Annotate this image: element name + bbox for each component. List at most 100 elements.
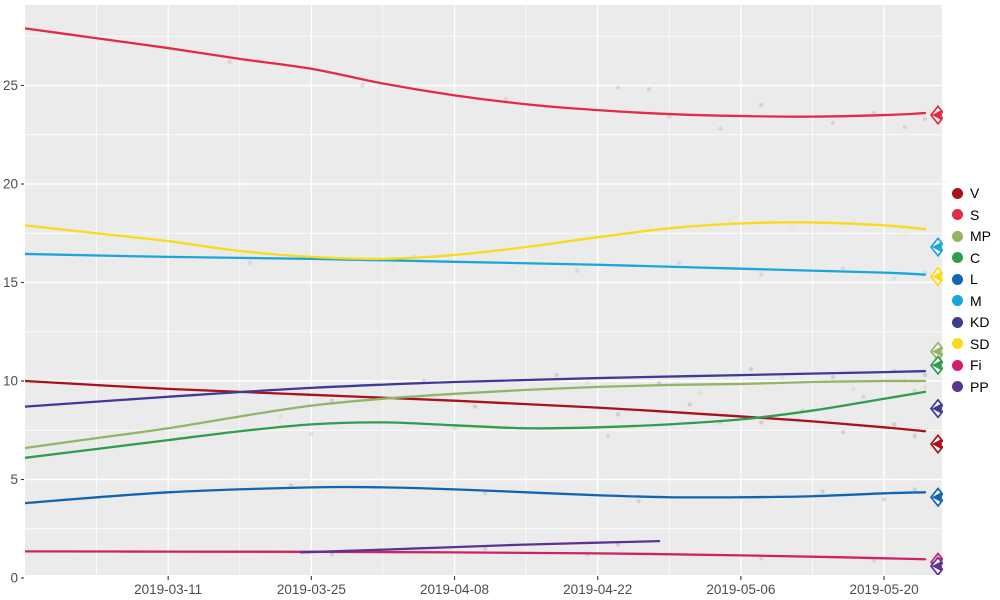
poll-point-V bbox=[615, 412, 621, 417]
poll-point-S bbox=[922, 116, 928, 122]
poll-point-V bbox=[892, 422, 897, 427]
trend-line-L bbox=[25, 485, 927, 505]
poll-point-L bbox=[483, 491, 488, 496]
result-marker-V bbox=[929, 433, 943, 455]
x-tick-label: 2019-04-08 bbox=[420, 582, 489, 597]
poll-point-V bbox=[759, 420, 764, 425]
poll-point-S bbox=[227, 59, 232, 65]
poll-point-M bbox=[575, 268, 580, 273]
legend-label-KD: KD bbox=[970, 314, 990, 331]
poll-point-KD bbox=[554, 372, 560, 378]
poll-point-L bbox=[881, 497, 887, 502]
trend-line-S bbox=[25, 27, 927, 118]
poll-point-KD bbox=[830, 374, 836, 380]
y-tick-label: 10 bbox=[3, 374, 18, 389]
legend-dot-S bbox=[952, 209, 963, 221]
poll-point-SD bbox=[789, 227, 795, 232]
result-markers bbox=[929, 104, 943, 575]
trend-line-Fi bbox=[25, 550, 927, 561]
legend-dot-MP bbox=[952, 230, 963, 242]
poll-point-S bbox=[830, 120, 836, 126]
poll-point-L bbox=[912, 487, 917, 492]
smoothed-lines bbox=[25, 27, 927, 561]
legend-label-L: L bbox=[970, 271, 978, 288]
poll-point-MP bbox=[278, 414, 283, 419]
legend-dot-V bbox=[952, 187, 963, 199]
poll-point-SD bbox=[237, 252, 242, 258]
legend-item-V: V bbox=[952, 183, 991, 205]
x-tick-label: 2019-04-22 bbox=[563, 582, 632, 597]
result-marker-MP bbox=[929, 341, 943, 362]
legend-label-MP: MP bbox=[970, 228, 991, 245]
legend-label-M: M bbox=[970, 292, 982, 309]
x-tick-label: 2019-05-20 bbox=[850, 582, 919, 597]
legend-item-KD: KD bbox=[952, 312, 991, 334]
legend-label-PP: PP bbox=[970, 378, 989, 395]
poll-point-S bbox=[718, 126, 723, 132]
legend-item-MP: MP bbox=[952, 226, 991, 248]
result-marker-KD bbox=[929, 398, 943, 419]
poll-point-S bbox=[759, 103, 764, 108]
legend-label-C: C bbox=[970, 249, 981, 266]
poll-point-V bbox=[687, 402, 692, 407]
legend-label-V: V bbox=[970, 185, 980, 202]
poll-point-C bbox=[452, 426, 457, 431]
result-marker-C bbox=[929, 355, 943, 376]
poll-point-V bbox=[472, 404, 478, 409]
poll-point-KD bbox=[922, 372, 928, 378]
x-tick-label: 2019-03-25 bbox=[277, 582, 346, 597]
legend-label-S: S bbox=[970, 206, 980, 223]
poll-point-C bbox=[309, 431, 314, 437]
trend-line-V bbox=[25, 379, 927, 433]
poll-point-M bbox=[759, 272, 764, 277]
poll-point-L bbox=[288, 483, 294, 488]
x-tick-label: 2019-05-06 bbox=[706, 582, 775, 597]
poll-point-M bbox=[892, 276, 897, 281]
poll-point-M bbox=[840, 266, 846, 271]
trend-line-KD bbox=[25, 370, 927, 408]
legend-item-L: L bbox=[952, 269, 991, 291]
poll-point-L bbox=[820, 489, 825, 494]
poll-point-SD bbox=[851, 217, 856, 222]
poll-point-C bbox=[605, 433, 611, 439]
poll-point-L bbox=[636, 498, 641, 504]
poll-point-MP bbox=[779, 374, 784, 380]
trend-line-MP bbox=[25, 379, 927, 450]
poll-point-SD bbox=[646, 225, 652, 230]
poll-point-V bbox=[840, 430, 846, 435]
result-marker-M bbox=[929, 236, 943, 258]
y-tick-label: 15 bbox=[3, 275, 18, 290]
poll-point-C bbox=[912, 388, 917, 394]
legend-item-SD: SD bbox=[952, 333, 991, 355]
legend-dot-Fi bbox=[952, 359, 963, 371]
legend-item-C: C bbox=[952, 247, 991, 269]
poll-point-SD bbox=[902, 233, 907, 238]
poll-point-S bbox=[646, 87, 652, 92]
poll-point-MP bbox=[851, 386, 856, 392]
legend-dot-SD bbox=[952, 338, 963, 350]
poll-point-S bbox=[667, 114, 672, 120]
legend-dot-PP bbox=[952, 381, 963, 393]
trend-line-C bbox=[25, 390, 927, 459]
poll-point-S bbox=[503, 97, 508, 102]
poll-point-M bbox=[247, 260, 253, 265]
y-tick-label: 20 bbox=[3, 177, 18, 192]
poll-point-S bbox=[902, 124, 907, 130]
poll-point-S bbox=[360, 83, 365, 88]
trend-line-M bbox=[25, 252, 927, 276]
axes: 0 5 10 15 20 25 2019-03-11 2019-03-25 2019-04-08… bbox=[3, 78, 919, 597]
poll-point-PP bbox=[329, 552, 335, 557]
poll-point-PP bbox=[483, 546, 488, 551]
result-marker-PP bbox=[929, 556, 943, 575]
trend-line-PP bbox=[299, 540, 661, 554]
poll-point-SD bbox=[390, 264, 396, 269]
legend-item-S: S bbox=[952, 204, 991, 226]
legend-item-M: M bbox=[952, 290, 991, 312]
poll-point-MP bbox=[922, 384, 928, 390]
y-tick-label: 5 bbox=[10, 472, 18, 487]
poll-point-V bbox=[329, 398, 335, 403]
poll-point-PP bbox=[615, 542, 621, 547]
legend-label-SD: SD bbox=[970, 335, 990, 352]
